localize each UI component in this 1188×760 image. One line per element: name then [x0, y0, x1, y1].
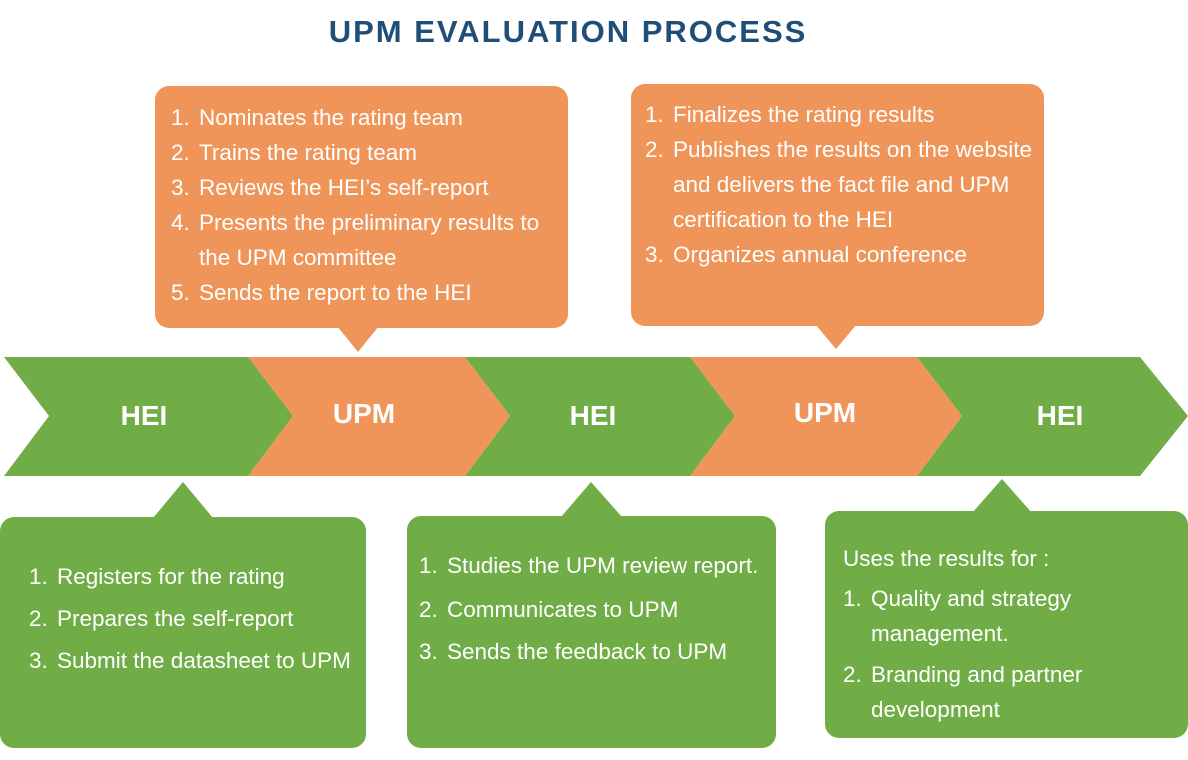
step-label-1: HEI [120, 400, 168, 431]
step-arrow-1 [4, 357, 293, 476]
list-item: 1. Nominates the rating team [171, 105, 463, 130]
list-item: 3. Organizes annual conference [645, 242, 967, 267]
callout-pointer-hei3 [972, 479, 1032, 513]
list-item: 3. Submit the datasheet to UPM [29, 648, 351, 673]
callout-intro: Uses the results for : [843, 546, 1050, 571]
list-item: 2. Publishes the results on the website a… [645, 137, 1032, 232]
callout-hei-1: 1. Registers for the rating 2. Prepares th… [0, 517, 366, 748]
list-item: 1. Registers for the rating [29, 564, 285, 589]
diagram-title: UPM EVALUATION PROCESS [328, 14, 808, 49]
step-arrow-4 [690, 357, 962, 476]
list-item: 2. Communicates to UPM [419, 597, 679, 622]
list-item: 4. Presents the preliminary results to th… [171, 210, 540, 270]
step-arrow-5 [917, 357, 1188, 476]
list-item: 3. Sends the feedback to UPM [419, 639, 728, 664]
list-item: 1. Studies the UPM review report. [419, 553, 759, 578]
callout-pointer-upm2 [815, 324, 857, 349]
callout-pointer-upm1 [337, 326, 379, 352]
list-item: 3. Reviews the HEI’s self-report [171, 175, 489, 200]
callout-upm-1: 1. Nominates the rating team 2. Trains the… [155, 86, 568, 328]
callout-pointer-hei1 [153, 482, 213, 518]
step-label-4: UPM [793, 397, 857, 428]
callout-upm-2: 1. Finalizes the rating results 2. Publish… [631, 84, 1044, 326]
step-arrow-2 [248, 357, 510, 476]
callout-hei-3: Uses the results for : 1. Quality and str… [825, 511, 1188, 738]
list-item: 1. Finalizes the rating results [645, 102, 935, 127]
step-label-2: UPM [332, 398, 396, 429]
callout-hei-2: 1. Studies the UPM review report. 2. Commu… [407, 516, 776, 748]
step-label-3: HEI [569, 400, 617, 431]
list-item: 2. Prepares the self-report [29, 606, 294, 631]
list-item: 2. Branding and partner development [843, 662, 1083, 722]
list-item: 5. Sends the report to the HEI [171, 280, 472, 305]
step-label-5: HEI [1036, 400, 1084, 431]
list-item: 2. Trains the rating team [171, 140, 418, 165]
callout-pointer-hei2 [561, 482, 622, 517]
step-arrow-3 [465, 357, 735, 476]
list-item: 1. Quality and strategy management. [843, 586, 1072, 646]
